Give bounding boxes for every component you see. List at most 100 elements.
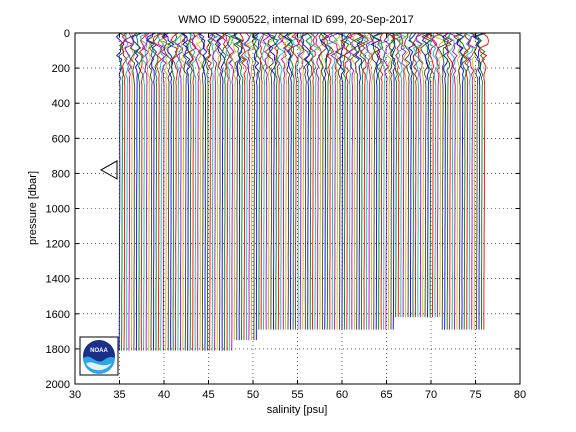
profile-line (170, 33, 179, 351)
profile-line (187, 33, 194, 351)
profile-line (404, 33, 411, 318)
profile-line (300, 33, 310, 330)
profile-line (297, 33, 308, 330)
profile-line (118, 33, 127, 351)
profile-line (425, 33, 438, 318)
profile-line (354, 33, 364, 330)
chart-title: WMO ID 5900522, internal ID 699, 20-Sep-… (178, 14, 413, 26)
marker-triangle (99, 160, 118, 180)
profile-line (389, 33, 403, 318)
profile-line (326, 33, 339, 330)
profile-line (424, 33, 436, 318)
profile-line (394, 33, 408, 318)
profile-line (251, 33, 262, 330)
profile-line (352, 33, 363, 330)
profile-line (464, 33, 474, 330)
profile-line (305, 33, 314, 330)
profile-line (120, 33, 128, 351)
profile-line (152, 33, 163, 351)
profile-line (179, 33, 187, 351)
profile-line (334, 33, 344, 330)
x-tick-label: 50 (247, 389, 259, 401)
logo-text: NOAA (90, 348, 108, 354)
profile-line (181, 33, 190, 351)
profile-line (280, 33, 291, 330)
profile-line (448, 33, 461, 330)
profile-line (301, 33, 311, 330)
x-tick-label: 45 (202, 389, 214, 401)
profile-line (456, 33, 463, 330)
profile-line (350, 33, 359, 330)
y-tick-label: 0 (64, 28, 70, 40)
profile-line (146, 33, 155, 351)
profile-line (390, 33, 401, 318)
profile-line (364, 33, 376, 330)
y-tick-label: 1200 (46, 239, 70, 251)
profile-line (377, 33, 389, 330)
profile-line (229, 33, 240, 341)
x-tick-label: 60 (336, 389, 348, 401)
profile-line (157, 33, 165, 351)
x-tick-label: 30 (69, 389, 81, 401)
profile-line (206, 33, 216, 351)
profile-line (435, 33, 447, 330)
profile-line (376, 33, 384, 330)
profile-line (385, 33, 396, 330)
profile-line (203, 33, 214, 351)
profile-line (409, 33, 418, 318)
profile-line (362, 33, 371, 330)
profile-line (444, 33, 454, 330)
y-tick-label: 1800 (46, 344, 70, 356)
profile-line (315, 33, 322, 330)
y-tick-label: 1400 (46, 274, 70, 286)
profile-line (233, 33, 244, 341)
profile-line (420, 33, 431, 318)
profile-line (294, 33, 305, 330)
profile-line (471, 33, 479, 330)
profile-line (400, 33, 407, 318)
profile-line (259, 33, 264, 330)
profile-line (390, 33, 396, 330)
profile-line (469, 33, 482, 330)
profile-line (199, 33, 208, 351)
profile-lines (115, 33, 489, 351)
profile-line (356, 33, 368, 330)
profile-line (276, 33, 286, 330)
profile-line (166, 33, 178, 351)
logo-wave-highlight (86, 362, 112, 371)
profile-line (343, 33, 354, 330)
pressure-marker (99, 160, 118, 180)
profile-line (234, 33, 246, 341)
profile-line (267, 33, 279, 330)
axis-ticks (74, 32, 521, 385)
profile-line (265, 33, 276, 330)
y-tick-label: 1600 (46, 309, 70, 321)
profile-line (123, 33, 135, 351)
x-tick-labels: 30 35 40 45 50 55 60 65 70 75 80 (69, 389, 526, 401)
profile-line (282, 33, 293, 330)
profile-line (417, 33, 429, 318)
y-tick-label: 800 (52, 168, 70, 180)
profile-line (163, 33, 175, 351)
profile-line (442, 33, 453, 330)
profile-line (261, 33, 271, 330)
y-tick-label: 2000 (46, 379, 70, 391)
profile-line (333, 33, 341, 330)
profile-line (371, 33, 384, 330)
x-tick-label: 70 (425, 389, 437, 401)
profile-line (323, 33, 335, 330)
profile-line (274, 33, 284, 330)
profile-line (141, 33, 150, 351)
profile-line (346, 33, 357, 330)
profile-line (129, 33, 138, 351)
y-tick-label: 1000 (46, 204, 70, 216)
profile-line (214, 33, 221, 351)
profile-line (214, 33, 226, 351)
profile-line (161, 33, 172, 351)
y-tick-label: 200 (52, 63, 70, 75)
x-axis-label: salinity [psu] (267, 404, 328, 416)
profile-line (458, 33, 469, 330)
profile-line (220, 33, 231, 351)
profile-line (251, 33, 259, 341)
